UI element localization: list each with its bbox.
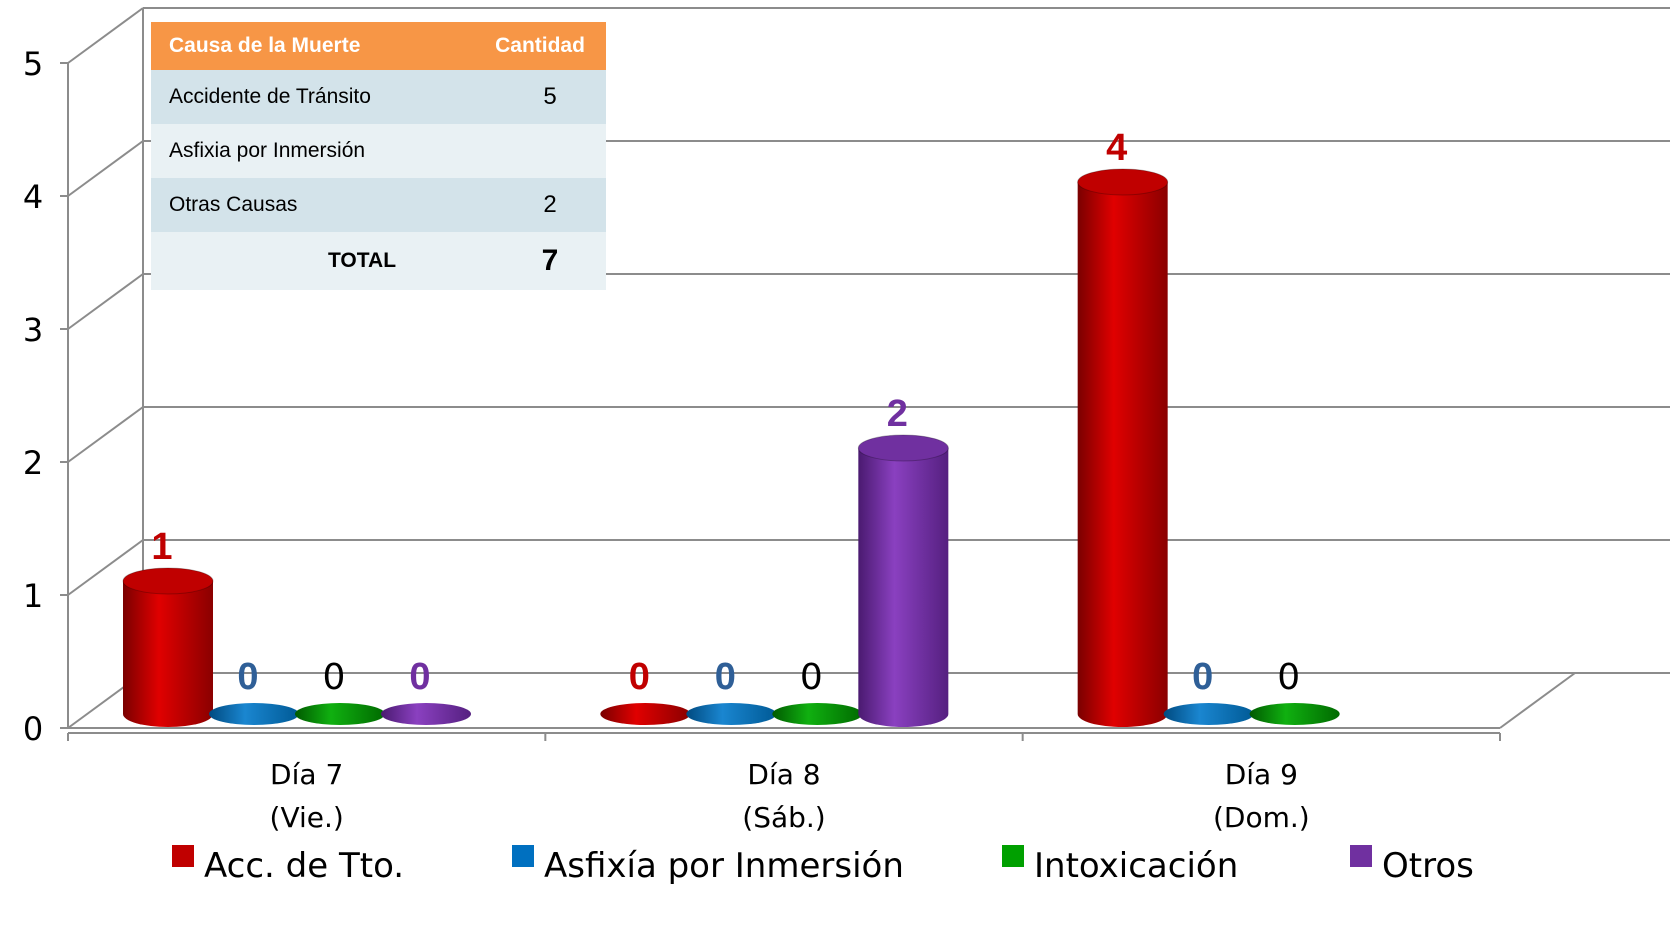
data-label: 2 bbox=[887, 393, 908, 435]
y-tick-label: 0 bbox=[23, 710, 43, 748]
y-tick-label: 1 bbox=[23, 577, 43, 615]
legend-swatch bbox=[172, 845, 194, 867]
summary-row: Asfixia por Inmersión bbox=[151, 124, 606, 178]
summary-total-value: 7 bbox=[474, 232, 606, 290]
floor-edge bbox=[1499, 672, 1576, 729]
summary-total-label: TOTAL bbox=[151, 232, 475, 290]
summary-total-row: TOTAL 7 bbox=[151, 232, 606, 290]
data-label: 4 bbox=[1106, 127, 1127, 169]
data-label: 1 bbox=[151, 526, 172, 568]
bar bbox=[1249, 703, 1340, 725]
legend-label: Acc. de Tto. bbox=[204, 846, 404, 886]
legend-swatch bbox=[512, 845, 534, 867]
legend-swatch bbox=[1350, 845, 1372, 867]
data-label: 0 bbox=[629, 656, 650, 698]
x-tick-label: (Sáb.) bbox=[742, 801, 825, 834]
bar bbox=[1077, 182, 1168, 728]
summary-qty-cell bbox=[474, 124, 606, 178]
summary-cause-cell: Otras Causas bbox=[151, 178, 475, 232]
summary-header-cause: Causa de la Muerte bbox=[151, 22, 475, 70]
y-tick-label: 5 bbox=[23, 45, 43, 83]
bar-top bbox=[1077, 168, 1169, 196]
summary-header-qty: Cantidad bbox=[474, 22, 606, 70]
legend-label: Asfixía por Inmersión bbox=[544, 846, 904, 886]
data-label: 0 bbox=[1277, 657, 1300, 698]
y-tick-label: 2 bbox=[23, 444, 43, 482]
summary-row: Otras Causas 2 bbox=[151, 178, 606, 232]
legend-swatch bbox=[1002, 845, 1024, 867]
summary-qty-cell: 2 bbox=[474, 178, 606, 232]
bar bbox=[1163, 703, 1254, 725]
bar bbox=[858, 448, 949, 728]
data-label: 0 bbox=[237, 656, 258, 698]
gridline-side bbox=[67, 406, 144, 463]
summary-cause-cell: Accidente de Tránsito bbox=[151, 70, 475, 124]
x-tick-label: (Vie.) bbox=[270, 801, 344, 834]
data-label: 0 bbox=[715, 656, 736, 698]
x-tick-label: Día 8 bbox=[747, 758, 820, 791]
gridline-side bbox=[67, 140, 144, 197]
bar bbox=[123, 581, 213, 727]
legend-label: Intoxicación bbox=[1034, 846, 1238, 886]
data-label: 0 bbox=[800, 657, 823, 698]
bar bbox=[600, 703, 691, 725]
gridline-side bbox=[67, 7, 144, 64]
data-label: 0 bbox=[409, 656, 430, 698]
legend-label: Otros bbox=[1382, 846, 1474, 886]
y-tick-label: 4 bbox=[23, 178, 43, 216]
bar bbox=[686, 703, 777, 725]
bar bbox=[295, 703, 385, 725]
x-tick-label: Día 9 bbox=[1225, 758, 1298, 791]
x-tick-label: (Dom.) bbox=[1213, 801, 1310, 834]
bar bbox=[381, 703, 471, 725]
summary-header-row: Causa de la Muerte Cantidad bbox=[151, 22, 606, 70]
bar-top bbox=[122, 567, 214, 595]
bar bbox=[209, 703, 299, 725]
data-label: 0 bbox=[323, 657, 346, 698]
summary-cause-cell: Asfixia por Inmersión bbox=[151, 124, 475, 178]
x-tick-label: Día 7 bbox=[270, 758, 343, 791]
gridline-side bbox=[67, 273, 144, 330]
summary-qty-cell: 5 bbox=[474, 70, 606, 124]
summary-table: Causa de la Muerte Cantidad Accidente de… bbox=[151, 22, 606, 290]
summary-row: Accidente de Tránsito 5 bbox=[151, 70, 606, 124]
gridline-side bbox=[67, 539, 144, 596]
bar-top bbox=[857, 434, 949, 462]
y-tick-label: 3 bbox=[23, 311, 43, 349]
bar bbox=[772, 703, 863, 725]
data-label: 0 bbox=[1192, 656, 1213, 698]
